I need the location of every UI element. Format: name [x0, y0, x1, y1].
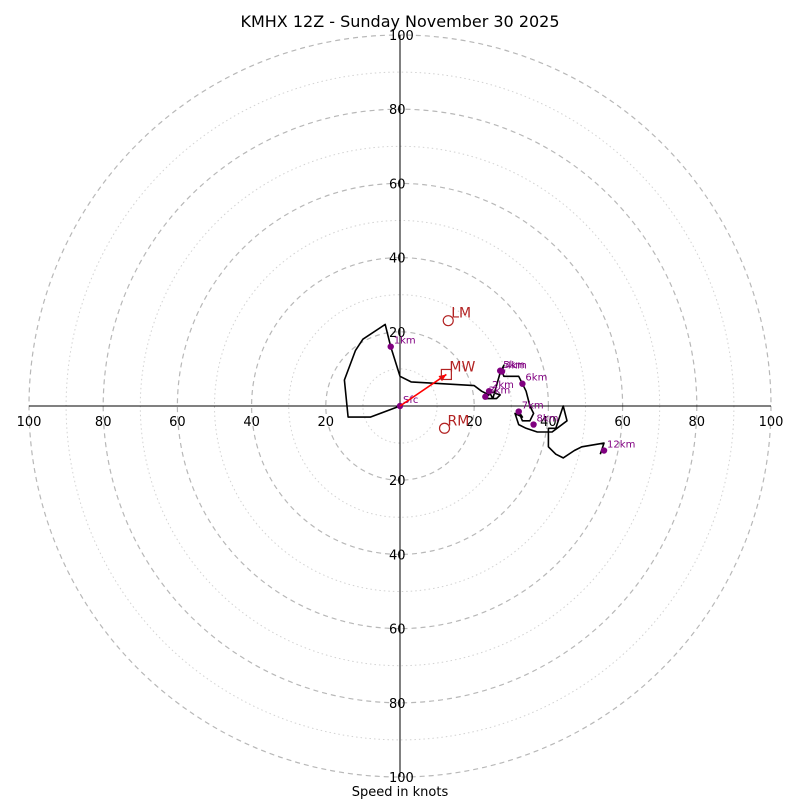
left-mover-marker	[442, 315, 454, 327]
height-label: 5km	[503, 360, 525, 371]
height-label: 3km	[488, 386, 510, 397]
height-label: 8km	[537, 414, 559, 425]
height-label: 6km	[525, 373, 547, 384]
height-label: 4km	[505, 360, 527, 371]
hodograph-trace	[343, 323, 605, 459]
height-point	[530, 421, 537, 428]
left-mover-label: LM	[451, 306, 471, 322]
x-tick-label: 60	[169, 415, 186, 430]
height-point	[519, 380, 526, 387]
y-tick-label: 80	[389, 103, 406, 118]
mean-wind-marker	[440, 368, 452, 381]
mean-wind-arrow	[399, 373, 447, 407]
y-tick-label: 100	[389, 771, 414, 786]
right-mover-label: RM	[448, 413, 470, 429]
height-point	[515, 408, 522, 415]
x-axis-label: Speed in knots	[352, 785, 449, 800]
y-tick-label: 80	[389, 697, 406, 712]
x-tick-label: 80	[95, 415, 112, 430]
y-tick-label: 20	[389, 326, 406, 341]
mean-wind-label: MW	[449, 359, 475, 375]
y-tick-label: 20	[389, 474, 406, 489]
height-label: Sfc	[403, 395, 418, 406]
height-label: 2km	[492, 380, 514, 391]
y-tick-label: 60	[389, 177, 406, 192]
height-label: 12km	[607, 440, 635, 451]
x-tick-label: 100	[17, 415, 42, 430]
x-tick-label: 100	[759, 415, 784, 430]
x-tick-label: 40	[540, 415, 557, 430]
x-tick-label: 40	[243, 415, 260, 430]
x-tick-label: 20	[318, 415, 335, 430]
tick-labels: 100 80 60 40 20 20 40 60 80 100 100 80 60 40 20 20 40 60 8…	[17, 29, 784, 786]
height-point	[496, 367, 504, 374]
y-tick-label: 40	[389, 548, 406, 563]
y-tick-label: 40	[389, 252, 406, 267]
storm-motion-markers: MW LM RM	[399, 306, 475, 434]
right-mover-marker	[438, 422, 451, 434]
height-label: 7km	[522, 401, 544, 412]
hodograph-trace-layer	[343, 323, 605, 459]
height-point	[600, 447, 608, 454]
x-tick-label: 20	[466, 415, 483, 430]
height-label: 1km	[394, 336, 416, 347]
y-tick-label: 100	[389, 29, 414, 44]
height-point	[482, 393, 489, 400]
chart-title: KMHX 12Z - Sunday November 30 2025	[240, 12, 559, 31]
x-tick-label: 80	[689, 415, 706, 430]
mean-wind-arrowhead	[438, 374, 447, 382]
height-point	[485, 387, 493, 395]
x-tick-label: 60	[614, 415, 631, 430]
y-tick-label: 60	[389, 623, 406, 638]
height-point	[387, 343, 394, 350]
